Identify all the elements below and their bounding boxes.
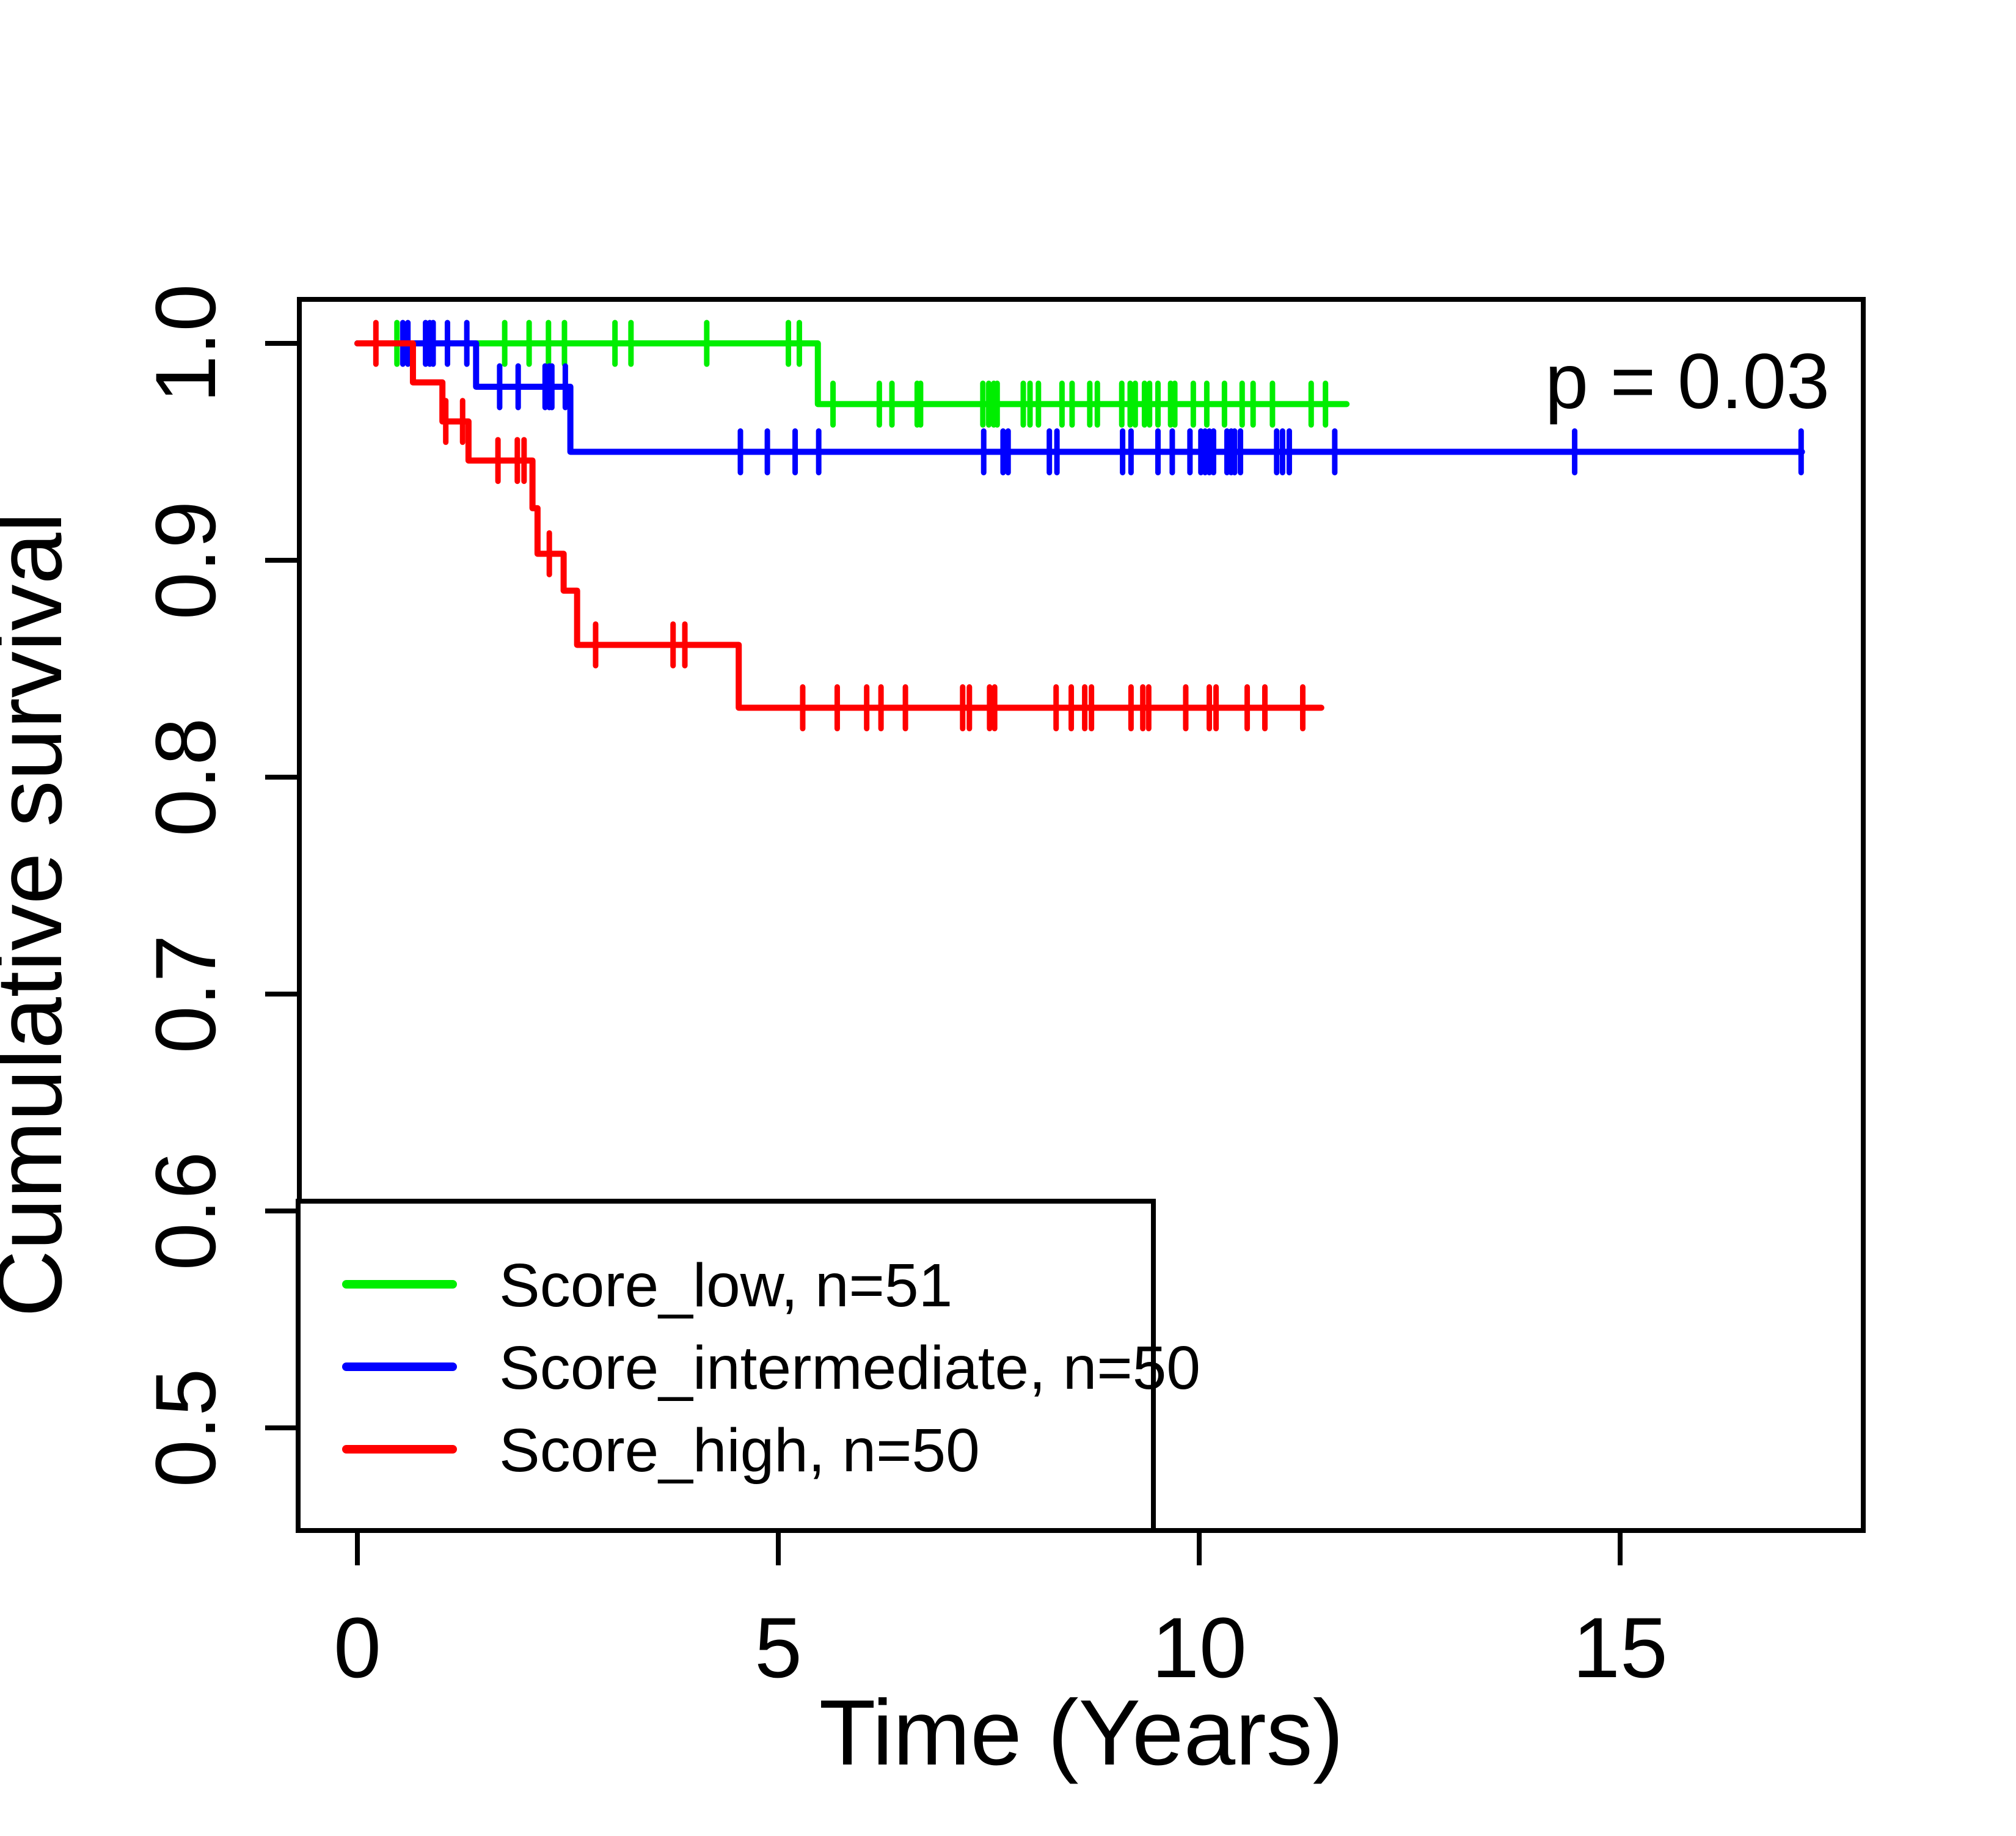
survival-curve-score_high	[354, 340, 1324, 711]
y-tick-label: 0.6	[137, 1152, 233, 1271]
x-axis-title: Time (Years)	[819, 1681, 1344, 1785]
y-axis-title: Cumulative survival	[0, 512, 81, 1317]
legend-label: Score_low, n=51	[499, 1251, 952, 1320]
survival-curve-score_low	[354, 340, 1350, 408]
x-tick-label: 5	[754, 1600, 802, 1695]
survival-curve-score_intermediate	[354, 340, 1805, 455]
x-tick-label: 0	[334, 1600, 381, 1695]
y-tick-label: 0.5	[137, 1369, 233, 1488]
y-tick-label: 0.9	[137, 501, 233, 620]
y-tick-label: 0.7	[137, 935, 233, 1054]
x-tick-label: 15	[1572, 1600, 1668, 1695]
y-tick-label: 1.0	[137, 284, 233, 403]
y-tick-label: 0.8	[137, 718, 233, 837]
plot-content: 0 5 10 15 0.5 0.6 0.7 0.8 0.9 1.0 Score_low, n=51 S…	[137, 284, 1866, 1695]
x-tick-label: 10	[1152, 1600, 1247, 1695]
legend-label: Score_high, n=50	[499, 1416, 980, 1485]
legend-label: Score_intermediate, n=50	[499, 1334, 1200, 1402]
p-value-label: p = 0.03	[1545, 338, 1830, 425]
